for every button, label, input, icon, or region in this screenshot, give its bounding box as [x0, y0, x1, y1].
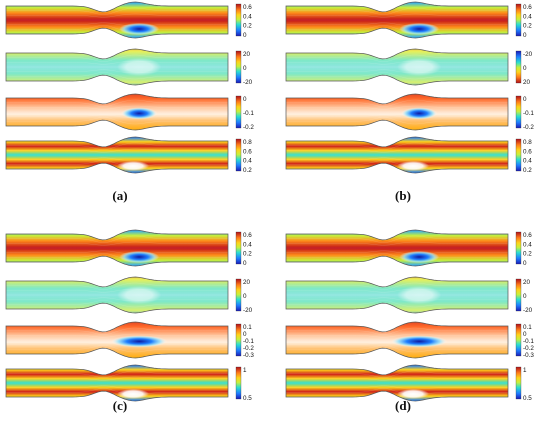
contour-plot-bands: 10.5 — [5, 364, 252, 402]
colorbar: 20 0 -20 — [235, 50, 253, 86]
contour-plot-diverge: 20 0 -20 — [5, 48, 253, 86]
colorbar-tick-label: 0 — [243, 65, 247, 72]
panel-label: (b) — [395, 188, 411, 203]
colorbar-tick-label: -0.1 — [523, 338, 534, 345]
panel-a: 0.6 0.4 0.2 0 20 0 -20 0 -0.1 -0.2 0.8 0.6 0.4 0.2 (a) — [5, 1, 254, 203]
colorbar-tick-label: 0.6 — [243, 148, 252, 155]
colorbar-tick-label: 0 — [243, 96, 247, 103]
contour-plot-diverge: 20 0 -20 — [5, 276, 253, 314]
contour-plot-mid: 0.10-0.1-0.2-0.3 — [285, 321, 534, 359]
colorbar: 20 0 -20 — [235, 278, 253, 314]
colorbar-tick-label: 0.2 — [243, 23, 252, 30]
colorbar-tick-label: 0.5 — [523, 395, 532, 402]
colorbar-tick-label: 0 — [523, 331, 527, 338]
colorbar-tick-label: -0.2 — [243, 345, 254, 352]
panel-b: 0.6 0.4 0.2 0 -20 0 20 0 -0.1 -0.2 0.8 0.6 0.4 0.2 (b) — [285, 1, 534, 203]
colorbar: 10.5 — [515, 366, 532, 402]
colorbar-tick-label: 0.2 — [243, 251, 252, 258]
contour-plot-stream: 0.6 0.4 0.2 0 — [5, 229, 252, 267]
colorbar-tick-label: 0.2 — [523, 251, 532, 258]
contour-plot-stream: 0.6 0.4 0.2 0 — [5, 1, 252, 39]
colorbar: 0.6 0.4 0.2 0 — [235, 3, 252, 39]
colorbar-tick-label: 0.5 — [243, 395, 252, 402]
colorbar-tick-label: 0.6 — [523, 232, 532, 239]
colorbar: -20 0 20 — [515, 50, 533, 86]
colorbar: 0.10-0.1-0.2-0.3 — [515, 323, 534, 359]
panel-label: (a) — [112, 188, 127, 203]
colorbar-tick-label: 0.4 — [523, 241, 532, 248]
colorbar-tick-label: 0 — [523, 32, 527, 39]
colorbar-tick-label: 1 — [523, 367, 527, 374]
colorbar-tick-label: 20 — [523, 79, 531, 86]
contour-plot-stream: 0.6 0.4 0.2 0 — [285, 1, 532, 39]
colorbar-tick-label: -0.2 — [243, 124, 254, 131]
colorbar-tick-label: 0 — [243, 32, 247, 39]
colorbar-tick-label: 0 — [243, 260, 247, 267]
colorbar-tick-label: 0.4 — [243, 158, 252, 165]
colorbar-tick-label: -0.1 — [243, 110, 254, 117]
contour-plot-diverge: 20 0 -20 — [285, 276, 533, 314]
colorbar-tick-label: 0.2 — [523, 23, 532, 30]
panel-label: (d) — [395, 398, 411, 413]
colorbar-tick-label: 0.2 — [523, 167, 532, 174]
colorbar: 0.6 0.4 0.2 0 — [515, 3, 532, 39]
colorbar-tick-label: 0 — [243, 331, 247, 338]
colorbar-tick-label: 0.1 — [243, 324, 252, 331]
colorbar: 20 0 -20 — [515, 278, 533, 314]
colorbar-tick-label: 0 — [523, 293, 527, 300]
colorbar-tick-label: 0.6 — [243, 4, 252, 11]
colorbar-tick-label: 0.6 — [523, 148, 532, 155]
colorbar-tick-label: 0.8 — [523, 139, 532, 146]
colorbar-tick-label: -0.2 — [523, 345, 534, 352]
colorbar: 0.6 0.4 0.2 0 — [235, 231, 252, 267]
contour-plot-mid: 0.10-0.1-0.2-0.3 — [5, 321, 254, 359]
contour-plot-diverge: -20 0 20 — [285, 48, 533, 86]
contour-plot-mid: 0 -0.1 -0.2 — [285, 93, 534, 131]
colorbar-tick-label: -0.2 — [523, 124, 534, 131]
colorbar-tick-label: -20 — [243, 307, 253, 314]
colorbar-tick-label: 0.4 — [523, 158, 532, 165]
colorbar-tick-label: -0.3 — [523, 352, 534, 359]
colorbar-tick-label: 0.4 — [243, 241, 252, 248]
colorbar-tick-label: 0.2 — [243, 167, 252, 174]
contour-plot-mid: 0 -0.1 -0.2 — [5, 93, 254, 131]
colorbar: 0.6 0.4 0.2 0 — [515, 231, 532, 267]
colorbar-tick-label: 0.6 — [243, 232, 252, 239]
contour-plot-bands: 0.8 0.6 0.4 0.2 — [285, 136, 532, 174]
colorbar-tick-label: 0.4 — [523, 13, 532, 20]
colorbar-tick-label: 0.1 — [523, 324, 532, 331]
colorbar-tick-label: -0.3 — [243, 352, 254, 359]
contour-plot-bands: 10.5 — [285, 364, 532, 402]
colorbar-tick-label: 20 — [523, 279, 531, 286]
colorbar-tick-label: 1 — [243, 367, 247, 374]
colorbar-tick-label: 0 — [523, 96, 527, 103]
colorbar: 0.8 0.6 0.4 0.2 — [235, 138, 252, 174]
colorbar-tick-label: -20 — [523, 51, 533, 58]
colorbar-tick-label: 0 — [243, 293, 247, 300]
colorbar-tick-label: 20 — [243, 51, 251, 58]
colorbar-tick-label: 0 — [523, 260, 527, 267]
colorbar: 10.5 — [235, 366, 252, 402]
colorbar-tick-label: -20 — [243, 79, 253, 86]
colorbar-tick-label: 0.4 — [243, 13, 252, 20]
colorbar: 0 -0.1 -0.2 — [515, 95, 534, 131]
colorbar: 0.8 0.6 0.4 0.2 — [515, 138, 532, 174]
colorbar: 0.10-0.1-0.2-0.3 — [235, 323, 254, 359]
colorbar-tick-label: -0.1 — [523, 110, 534, 117]
panel-label: (c) — [113, 398, 127, 413]
colorbar-tick-label: 20 — [243, 279, 251, 286]
contour-plot-stream: 0.6 0.4 0.2 0 — [285, 229, 532, 267]
colorbar-tick-label: 0 — [523, 65, 527, 72]
colorbar: 0 -0.1 -0.2 — [235, 95, 254, 131]
colorbar-tick-label: -0.1 — [243, 338, 254, 345]
colorbar-tick-label: -20 — [523, 307, 533, 314]
colorbar-tick-label: 0.6 — [523, 4, 532, 11]
colorbar-tick-label: 0.8 — [243, 139, 252, 146]
contour-plot-bands: 0.8 0.6 0.4 0.2 — [5, 136, 252, 174]
